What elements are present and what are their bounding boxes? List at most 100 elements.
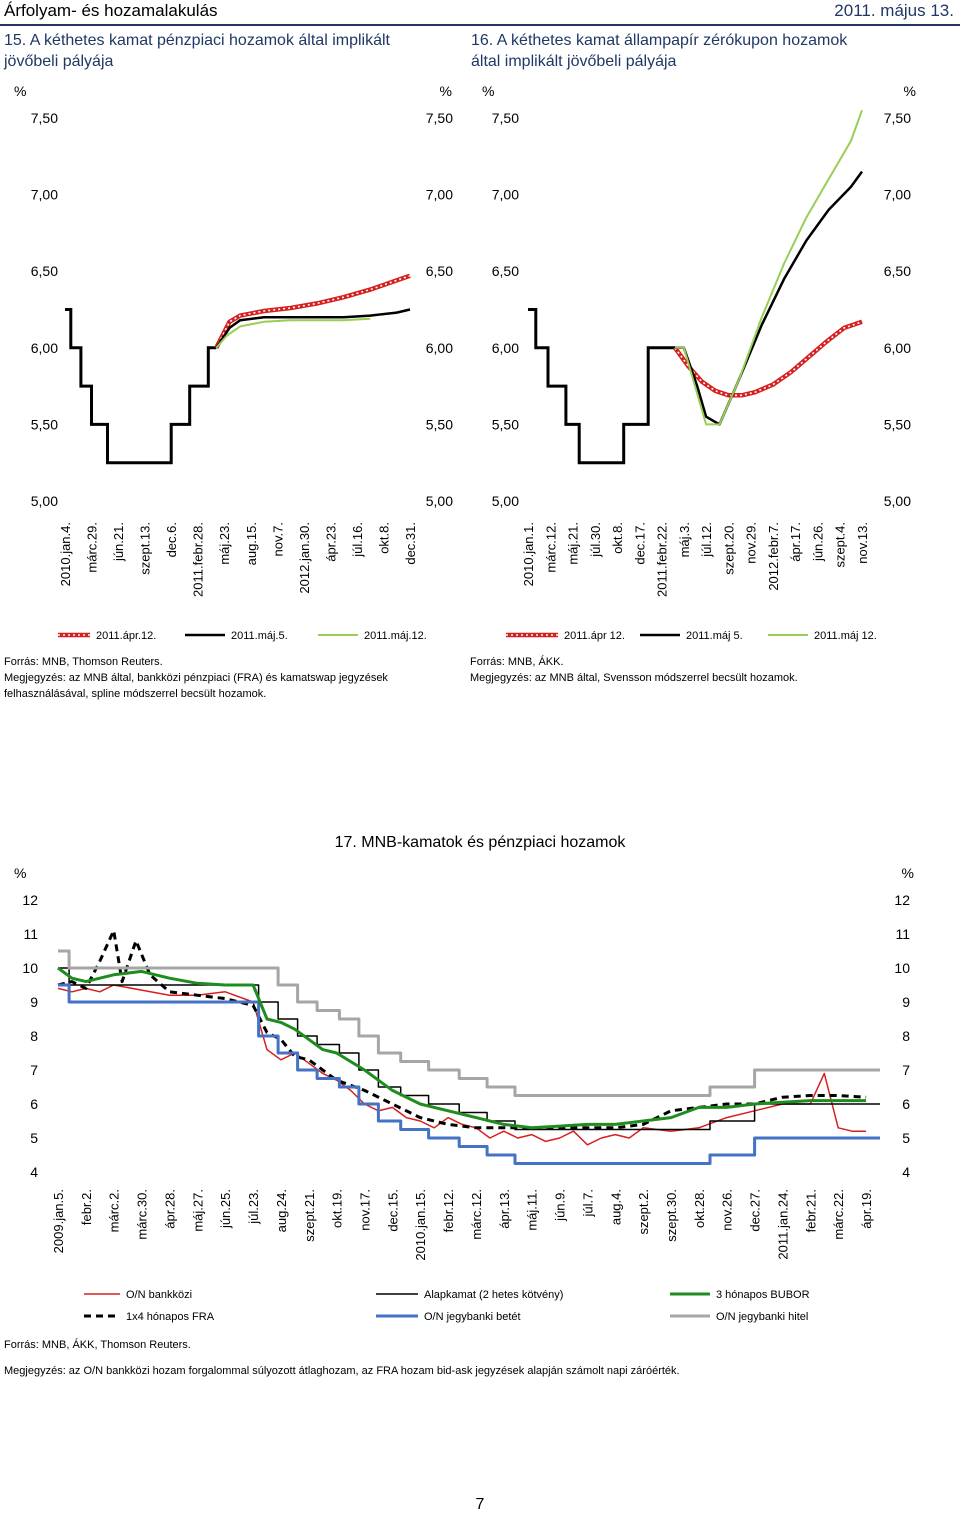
chart17-plot: % % 4 4 5 5 6 6 7 7 8 8 9 9 10 10 11 11 12 12 2009.jan.5. feb…: [14, 865, 914, 1323]
svg-c17-xtick: márc.2.: [107, 1189, 122, 1232]
svg-c15-xtick: márc.29.: [85, 522, 100, 573]
chart17-notes: Forrás: MNB, ÁKK, Thomson Reuters. Megje…: [4, 1337, 954, 1379]
header-left: Árfolyam- és hozamalakulás: [4, 1, 218, 20]
svg-c15-xtick: 2011.febr.28.: [191, 522, 206, 597]
c17-legend-label: O/N jegybanki betét: [424, 1311, 521, 1323]
svg-c16-ylabel-left: %: [482, 83, 494, 99]
svg-c17-xtick: febr.2.: [79, 1189, 94, 1225]
svg-c15-ytick-right: 5,00: [426, 493, 453, 509]
svg-c15-series-0-overlay: [215, 275, 411, 349]
svg-c15-ytick-right: 7,00: [426, 187, 453, 203]
chart17-note-line1: Megjegyzés: az O/N bankközi hozam forgal…: [4, 1365, 680, 1377]
svg-c15-xtick: aug.15.: [244, 522, 259, 565]
svg-c17-ytick-right: 6: [902, 1096, 910, 1112]
chart17-source: Forrás: MNB, ÁKK, Thomson Reuters.: [4, 1339, 191, 1351]
chart16-title-line2: által implikált jövőbeli pályája: [471, 53, 677, 70]
svg-c15-xtick: nov.7.: [270, 522, 285, 556]
svg-c17-ytick-right: 10: [894, 960, 910, 976]
svg-c15-series-1: [215, 308, 411, 349]
svg-c15-ylabel-right: %: [440, 83, 452, 99]
svg-c16-ytick-right: 5,00: [884, 493, 911, 509]
chart15-plot: % % 5,00 5,00 5,50 5,50 6,00 6,00 6,50 6,50 7,00 7,…: [14, 83, 453, 642]
svg-c16-series-2: [675, 109, 863, 426]
svg-c17-xtick: febr.12.: [441, 1189, 456, 1232]
chart15-title: 15. A kéthetes kamat pénzpiaci hozamok á…: [4, 30, 464, 72]
svg-c17-xtick: 2010.jan.15.: [413, 1189, 428, 1261]
svg-c17-xtick: febr.21.: [803, 1189, 818, 1232]
svg-c16-ytick-right: 7,50: [884, 110, 911, 126]
svg-c17-xtick: okt.28.: [692, 1189, 707, 1228]
svg-c17-xtick: máj.27.: [190, 1189, 205, 1232]
svg-c16-xtick: 2012.febr.7.: [766, 522, 781, 591]
chart15-note-line1: Megjegyzés: az MNB által, bankközi pénzp…: [4, 672, 388, 684]
svg-c17-xtick: ápr.19.: [859, 1189, 874, 1229]
svg-c17-ytick-left: 9: [30, 994, 38, 1010]
svg-c17-xtick: 2011.jan.24.: [775, 1189, 790, 1260]
c15-legend-label: 2011.ápr.12.: [96, 630, 156, 642]
c17-legend-label: O/N jegybanki hitel: [716, 1311, 808, 1323]
chart16-plot: % % 5,00 5,00 5,50 5,50 6,00 6,00 6,50 6,50 7,00 7,…: [482, 83, 916, 642]
chart15-note-line2: felhasználásával, spline módszerrel becs…: [4, 688, 267, 700]
svg-c17-ytick-right: 7: [902, 1062, 910, 1078]
svg-c17-xtick: júl.23.: [246, 1189, 261, 1225]
svg-c15-ytick-right: 6,00: [426, 340, 453, 356]
svg-c16-ytick-right: 6,50: [884, 263, 911, 279]
svg-c17-xtick: márc.30.: [135, 1189, 150, 1240]
svg-c15-xtick: máj.23.: [217, 522, 232, 565]
svg-c16-ylabel-right: %: [904, 83, 916, 99]
svg-c15-xtick: 2012.jan.30.: [297, 522, 312, 594]
svg-c15-xtick: 2010.jan.4.: [58, 522, 73, 586]
page-header: Árfolyam- és hozamalakulás 2011. május 1…: [0, 0, 960, 26]
svg-c17-xtick: márc.12.: [469, 1189, 484, 1240]
chart15-title-line1: 15. A kéthetes kamat pénzpiaci hozamok á…: [4, 32, 390, 49]
c16-legend-label: 2011.máj 5.: [686, 630, 743, 642]
svg-c15-series-2: [215, 317, 371, 349]
c17-legend-label: 1x4 hónapos FRA: [126, 1311, 215, 1323]
svg-c15-xtick: dec.6.: [164, 522, 179, 557]
chart16-note-line1: Megjegyzés: az MNB által, Svensson módsz…: [470, 672, 798, 684]
svg-c16-xtick: máj.3.: [677, 522, 692, 557]
svg-c16-xtick: júl.12.: [699, 522, 714, 558]
svg-c15-xtick: okt.8.: [376, 522, 391, 554]
header-rule: [0, 24, 960, 26]
svg-c16-xtick: 2011.febr.22.: [655, 522, 670, 597]
svg-c15-xtick: júl.16.: [350, 522, 365, 558]
svg-c15-ytick-right: 7,50: [426, 110, 453, 126]
svg-c17-xtick: szept.21.: [302, 1189, 317, 1242]
svg-c15-ylabel-left: %: [14, 83, 26, 99]
svg-c15-xtick: szept.13.: [138, 522, 153, 575]
svg-c17-xtick: dec.15.: [385, 1189, 400, 1232]
svg-c17-ytick-right: 11: [895, 926, 910, 942]
svg-c16-xtick: nov.13.: [855, 522, 870, 564]
svg-c17-ylabel-right: %: [902, 865, 914, 881]
svg-c16-ytick-right: 7,00: [884, 187, 911, 203]
svg-c16-xtick: szept.20.: [721, 522, 736, 575]
svg-c16-xtick: márc.12.: [543, 522, 558, 573]
svg-c17-xtick: máj.11.: [525, 1189, 540, 1231]
c17-legend-label: O/N bankközi: [126, 1289, 192, 1301]
svg-c17-xtick: júl.7.: [580, 1189, 595, 1217]
svg-c16-series-1: [675, 170, 864, 426]
svg-c16-ytick-left: 5,50: [492, 416, 519, 432]
svg-c15-xtick: ápr.23.: [323, 522, 338, 562]
svg-c16-ytick-left: 7,50: [492, 110, 519, 126]
page-number: 7: [475, 1496, 485, 1513]
svg-c17-ytick-right: 5: [902, 1130, 910, 1146]
svg-c17-ytick-right: 9: [902, 994, 910, 1010]
svg-c16-ytick-right: 5,50: [884, 416, 911, 432]
svg-c15-ytick-left: 5,00: [31, 493, 58, 509]
svg-c16-xtick: nov.29.: [744, 522, 759, 564]
chart16-source: Forrás: MNB, ÁKK.: [470, 656, 564, 668]
c16-legend-label: 2011.máj 12.: [814, 630, 877, 642]
c15-legend-label: 2011.máj.12.: [364, 630, 427, 642]
svg-c15-ytick-left: 6,50: [31, 263, 58, 279]
svg-c17-xtick: ápr.28.: [162, 1189, 177, 1229]
svg-c16-xtick: ápr.17.: [788, 522, 803, 562]
svg-c15-xtick: jún.21.: [111, 522, 126, 562]
chart15-source: Forrás: MNB, Thomson Reuters.: [4, 656, 163, 668]
svg-c15-ytick-left: 5,50: [31, 416, 58, 432]
svg-c17-ytick-left: 11: [23, 926, 38, 942]
chart16-title: 16. A kéthetes kamat állampapír zérókupo…: [471, 30, 951, 72]
svg-c17-xtick: okt.19.: [330, 1189, 345, 1228]
chart15-notes: Forrás: MNB, Thomson Reuters. Megjegyzés…: [4, 654, 464, 702]
